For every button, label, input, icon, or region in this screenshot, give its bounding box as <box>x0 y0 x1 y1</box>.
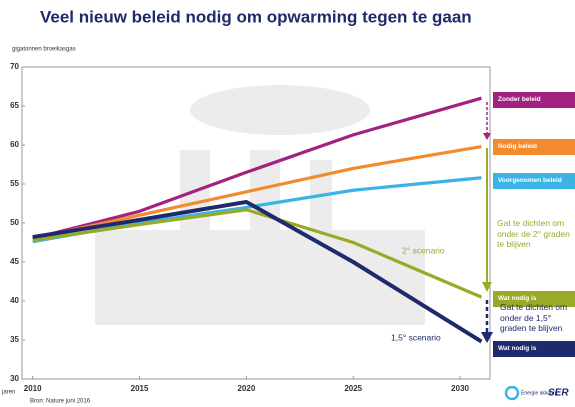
chart: Veel nieuw beleid nodig om opwarming teg… <box>0 0 575 407</box>
annotation: Gat te dichten om onder de 1,5° graden t… <box>500 302 575 334</box>
y-tick-label: 45 <box>10 257 19 266</box>
x-tick-label: 2015 <box>131 384 149 393</box>
logo-icon <box>506 387 518 399</box>
series-label: Zonder beleid <box>493 92 575 108</box>
y-tick-label: 55 <box>10 179 19 188</box>
series-label: Nodig beleid <box>493 139 575 155</box>
chart-title: Veel nieuw beleid nodig om opwarming teg… <box>40 7 472 26</box>
y-tick-label: 50 <box>10 218 19 227</box>
x-tick-label: 2020 <box>237 384 255 393</box>
x-tick-label: 2025 <box>344 384 362 393</box>
y-tick-label: 65 <box>10 101 19 110</box>
annotation: Gat te dichten om onder de 2° graden te … <box>497 218 573 250</box>
series-label: Voorgenomen beleid <box>493 173 575 189</box>
y-tick-label: 60 <box>10 140 19 149</box>
series-label: 1,5° scenario <box>391 332 441 342</box>
x-axis-label: jaren <box>1 390 15 396</box>
x-tick-label: 2010 <box>24 384 42 393</box>
source: Bron: Nature juni 2016 <box>30 399 91 405</box>
y-tick-label: 30 <box>10 374 19 383</box>
arrows <box>481 102 493 343</box>
y-tick-label: 35 <box>10 335 19 344</box>
y-tick-label: 40 <box>10 296 19 305</box>
x-tick-label: 2030 <box>451 384 469 393</box>
annotation-box: Wat nodig is <box>493 341 575 357</box>
y-tick-label: 70 <box>10 62 19 71</box>
y-axis-label: gigatonnen broeikasgas <box>12 47 76 53</box>
page: Veel nieuw beleid nodig om opwarming teg… <box>0 0 575 407</box>
logo-text: SER <box>548 388 569 399</box>
series-label: 2° scenario <box>402 245 445 255</box>
